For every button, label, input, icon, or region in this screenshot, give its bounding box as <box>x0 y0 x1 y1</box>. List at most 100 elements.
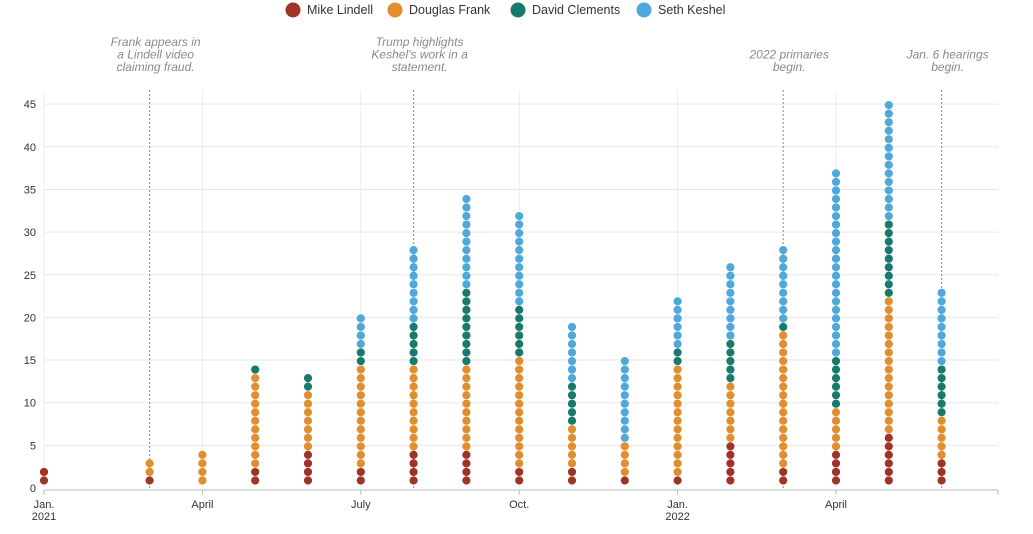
dot-david-clements <box>884 229 893 238</box>
dot-seth-keshel <box>515 220 524 229</box>
dot-douglas-frank <box>884 416 893 425</box>
dot-david-clements <box>884 271 893 280</box>
dot-david-clements <box>831 391 841 400</box>
dot-seth-keshel <box>779 297 788 306</box>
dot-seth-keshel <box>937 331 946 340</box>
dot-seth-keshel <box>409 288 418 297</box>
dot-david-clements <box>567 416 577 425</box>
legend-label: Douglas Frank <box>409 3 491 17</box>
dot-douglas-frank <box>409 442 418 451</box>
dot-douglas-frank <box>356 442 365 451</box>
dot-david-clements <box>251 365 260 374</box>
dot-mike-lindell <box>937 467 946 477</box>
dot-douglas-frank <box>831 442 841 451</box>
dot-douglas-frank <box>620 442 629 451</box>
dot-david-clements <box>356 348 365 357</box>
dot-seth-keshel <box>831 229 841 238</box>
dot-douglas-frank <box>515 382 524 391</box>
dot-seth-keshel <box>567 365 577 374</box>
legend-label: David Clements <box>532 3 620 17</box>
dot-douglas-frank <box>251 416 260 425</box>
dot-douglas-frank <box>567 450 577 459</box>
y-tick-label: 0 <box>30 483 36 495</box>
dot-mike-lindell <box>831 459 841 468</box>
dot-david-clements <box>567 382 577 391</box>
dot-douglas-frank <box>726 382 735 391</box>
annotation-text: claiming fraud. <box>117 60 195 74</box>
dot-seth-keshel <box>673 297 682 306</box>
dot-mike-lindell <box>303 459 313 468</box>
dot-douglas-frank <box>462 442 471 451</box>
dot-douglas-frank <box>779 356 788 366</box>
dot-douglas-frank <box>251 459 260 468</box>
dot-douglas-frank <box>251 450 260 459</box>
dot-david-clements <box>567 399 577 408</box>
dot-mike-lindell <box>303 476 313 485</box>
dot-douglas-frank <box>726 391 735 400</box>
dot-douglas-frank <box>620 459 629 468</box>
dot-douglas-frank <box>409 416 418 425</box>
dot-mike-lindell <box>462 450 471 459</box>
legend-item: David Clements <box>510 2 620 18</box>
dot-mike-lindell <box>726 459 735 468</box>
y-tick-label: 5 <box>30 440 36 452</box>
dot-douglas-frank <box>673 365 682 374</box>
dot-seth-keshel <box>515 229 524 238</box>
dot-david-clements <box>937 399 946 408</box>
dot-douglas-frank <box>462 399 471 408</box>
dot-mike-lindell <box>884 433 893 442</box>
dot-mike-lindell <box>779 467 788 477</box>
dot-douglas-frank <box>515 374 524 383</box>
dot-david-clements <box>937 391 946 400</box>
dot-david-clements <box>409 356 418 366</box>
dot-douglas-frank <box>356 459 365 468</box>
dot-douglas-frank <box>673 433 682 442</box>
dot-seth-keshel <box>831 339 841 349</box>
dot-seth-keshel <box>831 288 841 297</box>
dot-douglas-frank <box>303 442 313 451</box>
dot-douglas-frank <box>884 391 893 400</box>
dot-douglas-frank <box>884 399 893 408</box>
x-tick-label: Jan. <box>667 499 688 511</box>
dot-douglas-frank <box>567 459 577 468</box>
dot-douglas-frank <box>409 408 418 417</box>
dot-david-clements <box>726 356 735 366</box>
dot-douglas-frank <box>673 382 682 391</box>
dot-douglas-frank <box>726 425 735 434</box>
dot-david-clements <box>831 374 841 383</box>
dot-seth-keshel <box>884 160 893 169</box>
dot-seth-keshel <box>356 322 365 332</box>
dot-seth-keshel <box>620 416 629 425</box>
dot-douglas-frank <box>356 382 365 391</box>
dot-mike-lindell <box>356 467 365 477</box>
dot-david-clements <box>409 339 418 349</box>
dot-seth-keshel <box>726 331 735 340</box>
x-tick-label: April <box>191 499 213 511</box>
dot-douglas-frank <box>673 459 682 468</box>
dot-douglas-frank <box>303 391 313 400</box>
dot-seth-keshel <box>831 297 841 306</box>
dot-david-clements <box>937 408 946 417</box>
dot-seth-keshel <box>673 339 682 349</box>
dot-seth-keshel <box>462 271 471 280</box>
dot-seth-keshel <box>884 152 893 161</box>
dot-david-clements <box>515 322 524 332</box>
dot-mike-lindell <box>303 467 313 477</box>
dot-david-clements <box>779 322 788 332</box>
dot-douglas-frank <box>673 374 682 383</box>
dot-seth-keshel <box>884 203 893 212</box>
legend-swatch <box>387 2 403 18</box>
dot-seth-keshel <box>831 220 841 229</box>
dot-seth-keshel <box>779 288 788 297</box>
dot-douglas-frank <box>409 391 418 400</box>
dot-seth-keshel <box>567 374 577 383</box>
dot-seth-keshel <box>620 399 629 408</box>
dot-david-clements <box>462 331 471 340</box>
dot-douglas-frank <box>884 356 893 366</box>
x-tick-label: July <box>351 499 371 511</box>
dot-seth-keshel <box>831 263 841 272</box>
dot-mike-lindell <box>884 467 893 477</box>
dot-seth-keshel <box>937 356 946 366</box>
